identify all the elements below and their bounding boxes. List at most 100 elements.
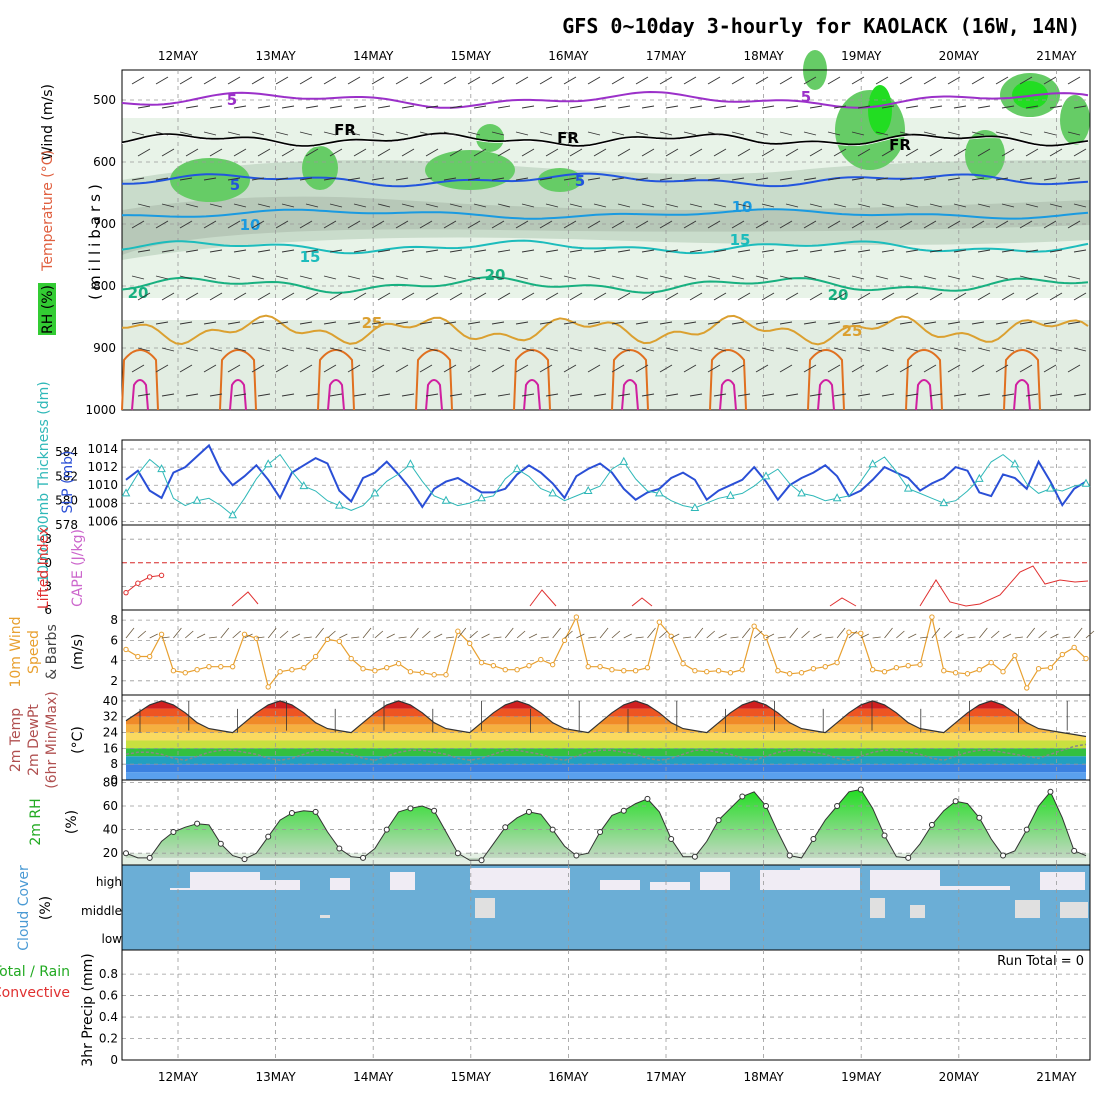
y-tick-label: 32 [103,710,118,724]
wind-barb [875,177,889,181]
thickness-marker [726,490,735,499]
wind-barb [809,393,823,397]
y-tick-label: 1012 [87,460,118,474]
isotherm-35 [719,379,737,411]
wind-speed-marker [277,669,283,675]
isotherm-5-upper [121,90,1089,109]
isotherm-label: 5 [227,91,237,109]
wind-barb [299,131,313,136]
wind-barb [449,148,463,157]
wind-barb-10m [184,630,194,639]
wind-barb [587,76,601,85]
y-tick-label: -3 [40,532,52,546]
cape-frame [121,524,1091,611]
wind-barb [329,105,343,109]
wind-barb [755,177,769,181]
wind-speed-marker [881,669,888,675]
wind-barb [707,76,721,85]
wind-barb [353,249,367,253]
wind-barb [443,321,457,325]
wind-barb [713,105,727,109]
wind-barb [905,249,919,253]
wind-barb [179,131,193,136]
isotherm-label: 5 [230,176,240,194]
rh-marker [146,854,153,861]
cloud-mid-clear [870,898,885,918]
wind-barb [419,131,433,136]
wind-barb [209,292,223,301]
wind-barb [305,105,319,109]
rh-peak-area [868,85,892,135]
wind-barb [395,76,409,85]
wind-barb-10m [564,630,573,639]
wind-barb [827,275,841,280]
wind-barb [233,393,247,397]
wind-axis-label-2: Speed [26,630,42,674]
wind-barb [203,321,217,325]
wind-barb [827,321,841,325]
thickness-line [125,453,1087,517]
wind-barb [1043,220,1057,229]
wind-barb [137,249,151,253]
wind-barb [737,203,751,208]
temp-band [126,732,1086,741]
wind-speed-marker [1071,644,1077,651]
wind-barb [929,292,943,301]
wind-barb-10m [777,636,786,639]
wind-barb [227,220,241,229]
rh-marker [763,802,769,809]
wind-barb [665,203,679,208]
y-tick-label: 40 [103,694,118,708]
temp-band [126,772,1086,780]
wind-barb-10m [718,633,727,639]
wind-barb [443,220,457,229]
wind-barb-10m [931,627,941,639]
wind-barb [473,203,487,208]
thickness-marker [228,510,238,519]
wind-barb [1073,292,1087,301]
wind-barb [155,220,169,229]
wind-barb [371,177,385,181]
wind-speed-marker [170,668,177,674]
wind-barb [761,347,775,352]
wind-barb [641,105,655,109]
isotherm-35 [523,379,541,411]
wind-barb [185,292,199,301]
wind-barb [329,393,343,397]
wind-barb [257,203,271,208]
wind-barb [617,393,631,397]
wind-speed-marker [941,668,947,674]
wind-barb [233,347,247,352]
wind-barb [275,76,289,85]
wind-speed-marker [739,667,745,673]
isotherm-label: 15 [730,231,751,249]
wind-barb [401,393,415,397]
wind-barb [515,220,529,229]
wind-speed-marker [692,668,698,674]
isotherm-30 [905,349,943,411]
isotherm-freezing-inner [121,134,1089,148]
wind-barb [689,347,703,352]
wind-speed-marker [905,662,911,669]
wind-barb [323,321,337,325]
wind-barb [257,393,271,397]
wind-barb [521,393,535,397]
date-label-top: 20MAY [939,49,980,63]
wind-barb [539,275,553,280]
wind-barb [1025,203,1039,208]
temp-band [126,700,1086,701]
rh-marker [217,840,224,847]
wind-barb [995,220,1009,229]
wind-barb [155,321,169,325]
thickness-marker [868,459,878,468]
wind-barb-10m [576,633,585,639]
wind-barb [737,148,751,157]
wind-barb [227,364,241,373]
wind-barb [1073,347,1087,352]
isotherm-30 [317,349,355,411]
wind-barb [587,275,601,280]
wind-barb [275,131,289,136]
wind-barb [305,292,319,301]
wind-barb [569,249,583,253]
wind-barb-10m [671,633,680,639]
